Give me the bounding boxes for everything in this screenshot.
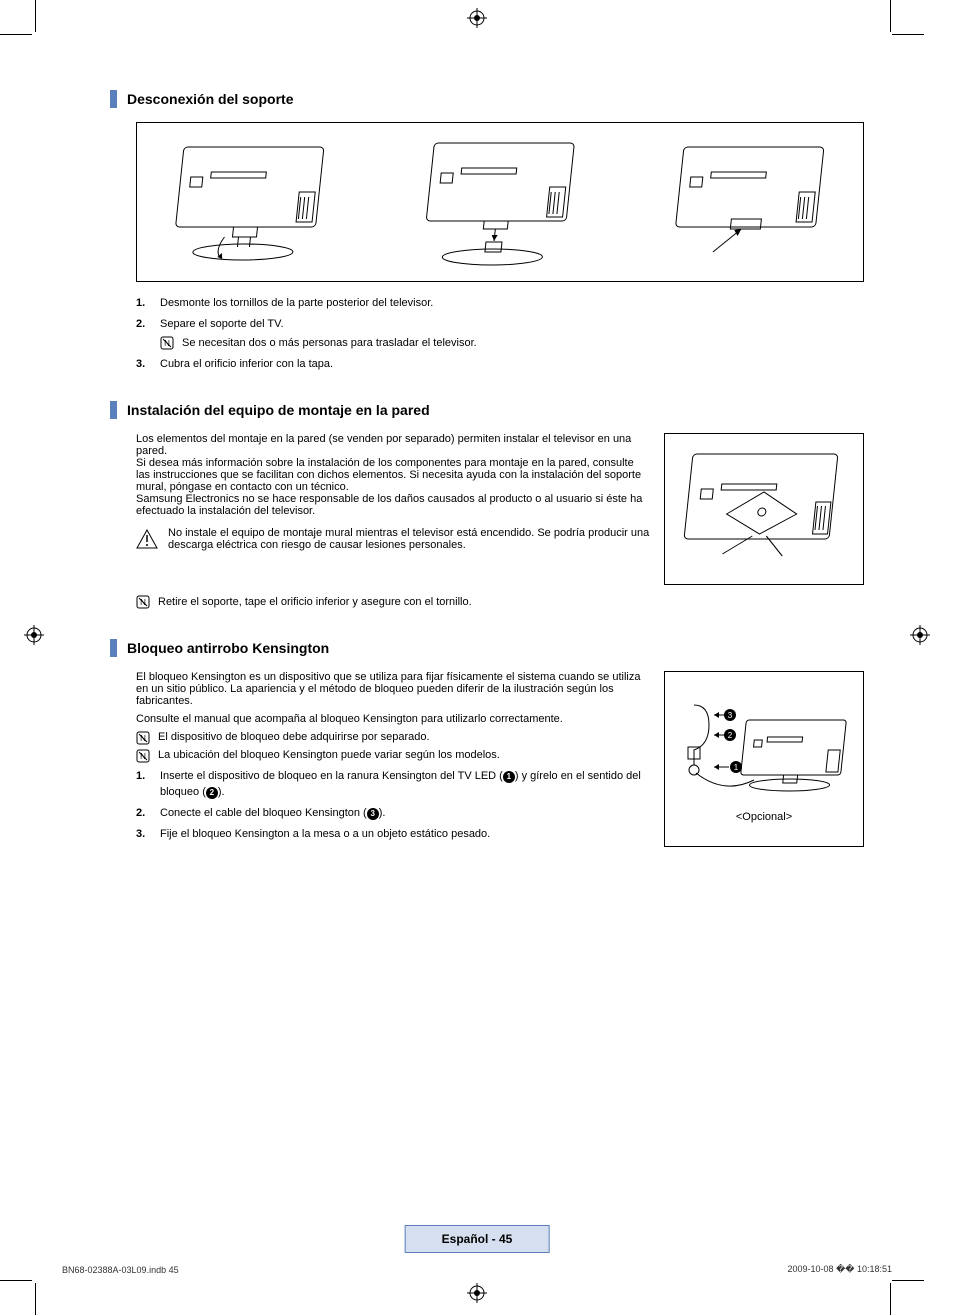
crop-mark <box>0 34 32 35</box>
note-text: Retire el soporte, tape el orificio infe… <box>158 595 472 611</box>
crop-mark <box>35 1283 36 1315</box>
step-number: 1. <box>136 769 150 801</box>
kensington-illustration: 3 2 1 <box>674 695 854 805</box>
warning-icon <box>136 529 158 549</box>
warning-row: No instale el equipo de montaje mural mi… <box>136 527 650 551</box>
step-text: Desmonte los tornillos de la parte poste… <box>160 296 433 312</box>
step-number: 2. <box>136 317 150 352</box>
registration-mark-icon <box>467 1283 487 1303</box>
note-row: N Retire el soporte, tape el orificio in… <box>136 595 864 611</box>
section-bar-icon <box>110 90 117 108</box>
note-text: El dispositivo de bloqueo debe adquirirs… <box>158 731 430 745</box>
step-number: 3. <box>136 827 150 843</box>
figure-row <box>136 122 864 282</box>
tv-figure-1 <box>155 137 345 267</box>
marker-3: 3 <box>367 808 379 820</box>
note-row: N La ubicación del bloqueo Kensington pu… <box>136 749 650 763</box>
step-2: 2. Conecte el cable del bloqueo Kensingt… <box>136 806 650 822</box>
note-icon: N <box>136 595 150 609</box>
crop-mark <box>35 0 36 32</box>
registration-mark-icon <box>467 8 487 28</box>
step-text: Fije el bloqueo Kensington a la mesa o a… <box>160 827 490 843</box>
paragraph: Samsung Electronics no se hace responsab… <box>136 493 650 517</box>
step-1: 1. Desmonte los tornillos de la parte po… <box>136 296 864 312</box>
step-text: Conecte el cable del bloqueo Kensington … <box>160 806 385 822</box>
crop-mark <box>890 1283 891 1315</box>
note-text: La ubicación del bloqueo Kensington pued… <box>158 749 500 763</box>
paragraph: El bloqueo Kensington es un dispositivo … <box>136 671 650 707</box>
steps-list: 1. Desmonte los tornillos de la parte po… <box>136 296 864 373</box>
page-content: Desconexión del soporte <box>110 90 864 875</box>
crop-mark <box>890 0 891 32</box>
section2-text: Los elementos del montaje en la pared (s… <box>136 433 650 585</box>
section3-text: El bloqueo Kensington es un dispositivo … <box>136 671 650 848</box>
section-header: Instalación del equipo de montaje en la … <box>110 401 864 419</box>
step-3: 3. Cubra el orificio inferior con la tap… <box>136 357 864 373</box>
paragraph: Si desea más información sobre la instal… <box>136 457 650 493</box>
svg-text:N: N <box>164 339 170 348</box>
paragraph: Los elementos del montaje en la pared (s… <box>136 433 650 457</box>
section-bar-icon <box>110 401 117 419</box>
svg-text:N: N <box>140 598 146 607</box>
section-title: Instalación del equipo de montaje en la … <box>127 402 430 418</box>
registration-mark-icon <box>24 625 44 645</box>
footer-left-text: BN68-02388A-03L09.indb 45 <box>62 1265 179 1275</box>
page-footer-badge: Español - 45 <box>405 1225 550 1253</box>
svg-text:N: N <box>140 752 146 761</box>
note-icon: N <box>160 336 174 350</box>
section2-body: Los elementos del montaje en la pared (s… <box>136 433 864 585</box>
marker-2: 2 <box>206 787 218 799</box>
crop-mark <box>892 1280 924 1281</box>
paragraph: Consulte el manual que acompaña al bloqu… <box>136 713 650 725</box>
svg-text:N: N <box>140 734 146 743</box>
wall-mount-illustration <box>674 444 854 574</box>
step-note: N Se necesitan dos o más personas para t… <box>160 336 477 352</box>
step-text: Separe el soporte del TV. <box>160 318 284 330</box>
tv-figure-2 <box>405 137 595 267</box>
section-header: Bloqueo antirrobo Kensington <box>110 639 864 657</box>
crop-mark <box>892 34 924 35</box>
kensington-figure: 3 2 1 <Opcional> <box>664 671 864 848</box>
footer-right-text: 2009-10-08 �� 10:18:51 <box>787 1264 892 1275</box>
section-desconexion: Desconexión del soporte <box>110 90 864 373</box>
step-body: Separe el soporte del TV. N Se necesitan… <box>160 317 477 352</box>
step-number: 1. <box>136 296 150 312</box>
step-1: 1. Inserte el dispositivo de bloqueo en … <box>136 769 650 801</box>
registration-mark-icon <box>910 625 930 645</box>
note-icon: N <box>136 731 150 745</box>
svg-text:3: 3 <box>728 711 733 720</box>
note-icon: N <box>136 749 150 763</box>
marker-1: 1 <box>503 771 515 783</box>
figure-caption: <Opcional> <box>736 811 792 823</box>
note-text: Se necesitan dos o más personas para tra… <box>182 336 477 352</box>
svg-text:1: 1 <box>734 763 739 772</box>
step-3: 3. Fije el bloqueo Kensington a la mesa … <box>136 827 650 843</box>
tv-figure-3 <box>655 137 845 267</box>
section-title: Desconexión del soporte <box>127 91 293 107</box>
section-kensington: Bloqueo antirrobo Kensington El bloqueo … <box>110 639 864 848</box>
step-text: Cubra el orificio inferior con la tapa. <box>160 357 333 373</box>
crop-mark <box>0 1280 32 1281</box>
step-number: 3. <box>136 357 150 373</box>
wall-mount-figure <box>664 433 864 585</box>
section-bar-icon <box>110 639 117 657</box>
section-header: Desconexión del soporte <box>110 90 864 108</box>
note-row: N El dispositivo de bloqueo debe adquiri… <box>136 731 650 745</box>
step-text: Inserte el dispositivo de bloqueo en la … <box>160 769 650 801</box>
step-2: 2. Separe el soporte del TV. N Se necesi… <box>136 317 864 352</box>
section-title: Bloqueo antirrobo Kensington <box>127 640 329 656</box>
step-number: 2. <box>136 806 150 822</box>
svg-text:2: 2 <box>728 731 733 740</box>
section-instalacion: Instalación del equipo de montaje en la … <box>110 401 864 611</box>
warning-text: No instale el equipo de montaje mural mi… <box>168 527 650 551</box>
section3-body: El bloqueo Kensington es un dispositivo … <box>136 671 864 848</box>
